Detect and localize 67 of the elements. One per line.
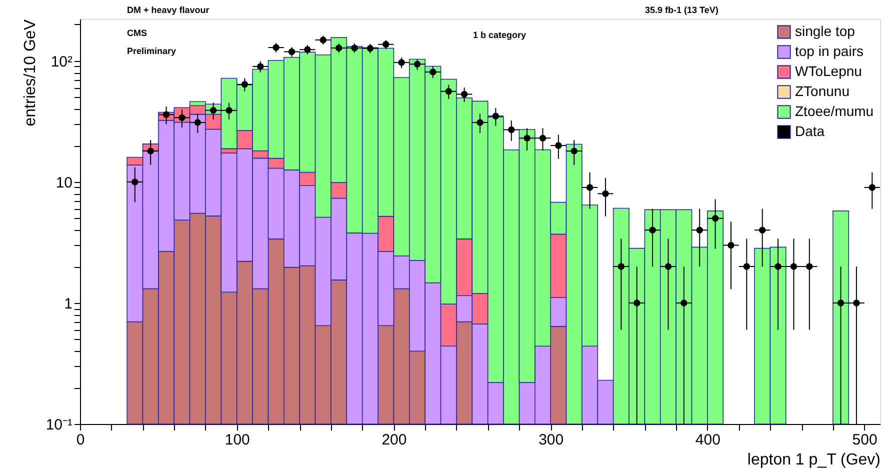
point <box>806 263 813 270</box>
point <box>366 45 374 52</box>
annotation: 1 b category <box>473 30 526 40</box>
point <box>524 134 530 142</box>
point <box>618 263 625 270</box>
point <box>570 148 578 154</box>
point <box>398 59 405 66</box>
legend-label: top in pairs <box>795 43 864 59</box>
y-tick-label: 10² <box>50 53 72 70</box>
point <box>335 44 342 52</box>
point <box>430 68 436 76</box>
x-tick-label: 400 <box>695 432 720 448</box>
point <box>555 142 562 149</box>
point <box>759 226 766 234</box>
point <box>194 119 201 126</box>
text: 35.9 fb-1 (13 TeV) <box>645 5 718 15</box>
point <box>539 134 546 142</box>
legend-label: WToLepnu <box>795 63 862 79</box>
point <box>241 81 248 88</box>
legend-label: single top <box>795 23 856 39</box>
point <box>696 226 703 234</box>
chart-title: DM + heavy flavour <box>127 5 210 15</box>
y-tick-label: 10⁻¹ <box>46 416 72 434</box>
bar <box>832 210 850 424</box>
x-tick-label: 0 <box>76 432 85 448</box>
annotation: Preliminary <box>127 46 176 56</box>
point <box>868 184 876 191</box>
point <box>774 263 782 270</box>
legend-label: ZTonunu <box>795 83 850 99</box>
point <box>712 215 719 222</box>
point <box>132 178 138 186</box>
point <box>634 300 640 306</box>
point <box>728 242 734 249</box>
point <box>476 119 484 126</box>
point <box>288 48 296 56</box>
y-tick-label: 1 <box>64 295 72 312</box>
point <box>320 36 326 44</box>
x-tick-label: 100 <box>224 432 250 448</box>
point <box>351 44 358 52</box>
point <box>492 112 500 120</box>
point <box>304 46 311 53</box>
point <box>853 300 860 306</box>
point <box>790 263 798 270</box>
point <box>837 300 844 306</box>
point <box>414 60 421 68</box>
point <box>649 226 656 234</box>
x-tick-label: 500 <box>852 432 878 448</box>
point <box>602 190 609 198</box>
point <box>257 63 264 70</box>
point <box>508 126 515 134</box>
legend-label: Data <box>795 123 825 139</box>
x-axis-title: lepton 1 p_T (Gev) <box>747 452 880 468</box>
legend-label: Ztoee/mumu <box>795 103 874 119</box>
x-tick-label: 200 <box>382 432 407 448</box>
point <box>460 90 468 98</box>
y-tick-label: 10 <box>56 174 72 192</box>
point <box>226 107 232 114</box>
y-axis-title: entries/10 GeV <box>22 19 39 126</box>
annotation: CMS <box>127 28 147 38</box>
point <box>586 184 594 191</box>
x-tick-label: 300 <box>538 432 564 448</box>
point <box>743 263 750 270</box>
point <box>272 44 280 51</box>
point <box>445 88 452 95</box>
point <box>382 41 390 48</box>
point <box>664 263 672 270</box>
point <box>680 300 688 306</box>
